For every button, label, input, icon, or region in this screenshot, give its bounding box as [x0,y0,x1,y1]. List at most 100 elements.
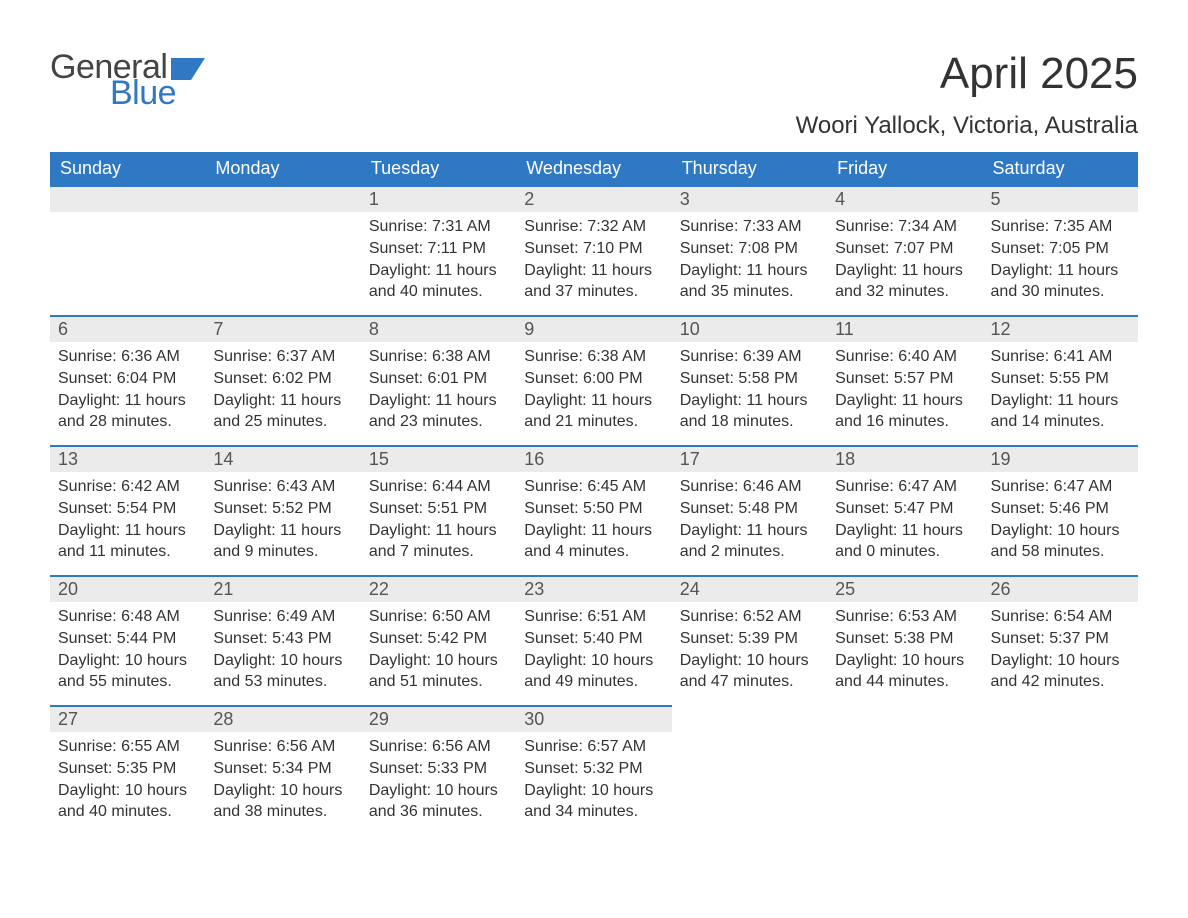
calendar-cell: 23Sunrise: 6:51 AMSunset: 5:40 PMDayligh… [516,575,671,705]
calendar-cell: 9Sunrise: 6:38 AMSunset: 6:00 PMDaylight… [516,315,671,445]
weekday-header: Sunday [50,152,205,185]
calendar-week: 20Sunrise: 6:48 AMSunset: 5:44 PMDayligh… [50,575,1138,705]
day-number: 30 [516,705,671,732]
day-number: 17 [672,445,827,472]
day-number: 28 [205,705,360,732]
calendar-cell [983,705,1138,835]
calendar-cell: 27Sunrise: 6:55 AMSunset: 5:35 PMDayligh… [50,705,205,835]
calendar-body: 1Sunrise: 7:31 AMSunset: 7:11 PMDaylight… [50,185,1138,835]
calendar-cell: 15Sunrise: 6:44 AMSunset: 5:51 PMDayligh… [361,445,516,575]
day-details: Sunrise: 6:57 AMSunset: 5:32 PMDaylight:… [516,732,671,822]
day-details: Sunrise: 6:37 AMSunset: 6:02 PMDaylight:… [205,342,360,432]
day-details: Sunrise: 6:49 AMSunset: 5:43 PMDaylight:… [205,602,360,692]
day-number: 12 [983,315,1138,342]
day-details: Sunrise: 6:47 AMSunset: 5:46 PMDaylight:… [983,472,1138,562]
calendar-week: 1Sunrise: 7:31 AMSunset: 7:11 PMDaylight… [50,185,1138,315]
day-number: 8 [361,315,516,342]
calendar-cell: 8Sunrise: 6:38 AMSunset: 6:01 PMDaylight… [361,315,516,445]
day-details: Sunrise: 6:55 AMSunset: 5:35 PMDaylight:… [50,732,205,822]
day-details: Sunrise: 6:42 AMSunset: 5:54 PMDaylight:… [50,472,205,562]
calendar-cell: 19Sunrise: 6:47 AMSunset: 5:46 PMDayligh… [983,445,1138,575]
calendar-cell: 16Sunrise: 6:45 AMSunset: 5:50 PMDayligh… [516,445,671,575]
calendar-cell: 7Sunrise: 6:37 AMSunset: 6:02 PMDaylight… [205,315,360,445]
calendar-week: 13Sunrise: 6:42 AMSunset: 5:54 PMDayligh… [50,445,1138,575]
day-details: Sunrise: 6:40 AMSunset: 5:57 PMDaylight:… [827,342,982,432]
day-number-empty [50,185,205,212]
calendar-cell: 3Sunrise: 7:33 AMSunset: 7:08 PMDaylight… [672,185,827,315]
calendar-cell: 17Sunrise: 6:46 AMSunset: 5:48 PMDayligh… [672,445,827,575]
weekday-header: Monday [205,152,360,185]
day-number: 23 [516,575,671,602]
page: General Blue April 2025 Woori Yallock, V… [0,0,1188,918]
calendar-header-row: SundayMondayTuesdayWednesdayThursdayFrid… [50,152,1138,185]
day-number: 13 [50,445,205,472]
day-number: 24 [672,575,827,602]
calendar-cell: 30Sunrise: 6:57 AMSunset: 5:32 PMDayligh… [516,705,671,835]
day-details: Sunrise: 6:41 AMSunset: 5:55 PMDaylight:… [983,342,1138,432]
calendar-cell: 5Sunrise: 7:35 AMSunset: 7:05 PMDaylight… [983,185,1138,315]
day-number: 22 [361,575,516,602]
title-block: April 2025 Woori Yallock, Victoria, Aust… [796,50,1138,140]
calendar-cell [827,705,982,835]
day-details: Sunrise: 6:45 AMSunset: 5:50 PMDaylight:… [516,472,671,562]
calendar-cell: 29Sunrise: 6:56 AMSunset: 5:33 PMDayligh… [361,705,516,835]
logo: General Blue [50,50,205,110]
month-title: April 2025 [796,50,1138,98]
calendar-cell: 20Sunrise: 6:48 AMSunset: 5:44 PMDayligh… [50,575,205,705]
day-number: 7 [205,315,360,342]
day-number: 2 [516,185,671,212]
calendar-cell: 26Sunrise: 6:54 AMSunset: 5:37 PMDayligh… [983,575,1138,705]
day-number: 11 [827,315,982,342]
calendar-cell: 4Sunrise: 7:34 AMSunset: 7:07 PMDaylight… [827,185,982,315]
day-number: 1 [361,185,516,212]
weekday-header: Saturday [983,152,1138,185]
day-details: Sunrise: 6:39 AMSunset: 5:58 PMDaylight:… [672,342,827,432]
calendar-cell: 25Sunrise: 6:53 AMSunset: 5:38 PMDayligh… [827,575,982,705]
day-number: 10 [672,315,827,342]
day-details: Sunrise: 6:50 AMSunset: 5:42 PMDaylight:… [361,602,516,692]
day-number: 5 [983,185,1138,212]
day-number: 19 [983,445,1138,472]
calendar-cell [672,705,827,835]
day-number: 4 [827,185,982,212]
logo-word-blue: Blue [110,76,205,110]
day-details: Sunrise: 6:51 AMSunset: 5:40 PMDaylight:… [516,602,671,692]
weekday-header: Wednesday [516,152,671,185]
day-details: Sunrise: 7:33 AMSunset: 7:08 PMDaylight:… [672,212,827,302]
day-details: Sunrise: 6:56 AMSunset: 5:34 PMDaylight:… [205,732,360,822]
calendar-cell: 28Sunrise: 6:56 AMSunset: 5:34 PMDayligh… [205,705,360,835]
top-bar: General Blue April 2025 Woori Yallock, V… [50,50,1138,140]
day-details: Sunrise: 6:38 AMSunset: 6:01 PMDaylight:… [361,342,516,432]
day-details: Sunrise: 7:32 AMSunset: 7:10 PMDaylight:… [516,212,671,302]
day-number: 6 [50,315,205,342]
calendar-cell: 2Sunrise: 7:32 AMSunset: 7:10 PMDaylight… [516,185,671,315]
calendar-cell: 24Sunrise: 6:52 AMSunset: 5:39 PMDayligh… [672,575,827,705]
day-number: 27 [50,705,205,732]
day-details: Sunrise: 7:34 AMSunset: 7:07 PMDaylight:… [827,212,982,302]
weekday-header: Tuesday [361,152,516,185]
day-details: Sunrise: 6:53 AMSunset: 5:38 PMDaylight:… [827,602,982,692]
calendar-table: SundayMondayTuesdayWednesdayThursdayFrid… [50,152,1138,835]
calendar-cell: 10Sunrise: 6:39 AMSunset: 5:58 PMDayligh… [672,315,827,445]
weekday-header: Friday [827,152,982,185]
day-details: Sunrise: 6:43 AMSunset: 5:52 PMDaylight:… [205,472,360,562]
day-number: 15 [361,445,516,472]
calendar-cell [50,185,205,315]
day-details: Sunrise: 6:56 AMSunset: 5:33 PMDaylight:… [361,732,516,822]
day-number: 3 [672,185,827,212]
day-details: Sunrise: 6:36 AMSunset: 6:04 PMDaylight:… [50,342,205,432]
day-number: 26 [983,575,1138,602]
day-details: Sunrise: 6:52 AMSunset: 5:39 PMDaylight:… [672,602,827,692]
calendar-cell: 18Sunrise: 6:47 AMSunset: 5:47 PMDayligh… [827,445,982,575]
day-number: 16 [516,445,671,472]
day-details: Sunrise: 6:38 AMSunset: 6:00 PMDaylight:… [516,342,671,432]
calendar-cell: 21Sunrise: 6:49 AMSunset: 5:43 PMDayligh… [205,575,360,705]
day-number: 18 [827,445,982,472]
calendar-week: 6Sunrise: 6:36 AMSunset: 6:04 PMDaylight… [50,315,1138,445]
day-number: 14 [205,445,360,472]
day-details: Sunrise: 7:31 AMSunset: 7:11 PMDaylight:… [361,212,516,302]
day-number-empty [205,185,360,212]
day-number: 9 [516,315,671,342]
day-number: 29 [361,705,516,732]
weekday-header: Thursday [672,152,827,185]
